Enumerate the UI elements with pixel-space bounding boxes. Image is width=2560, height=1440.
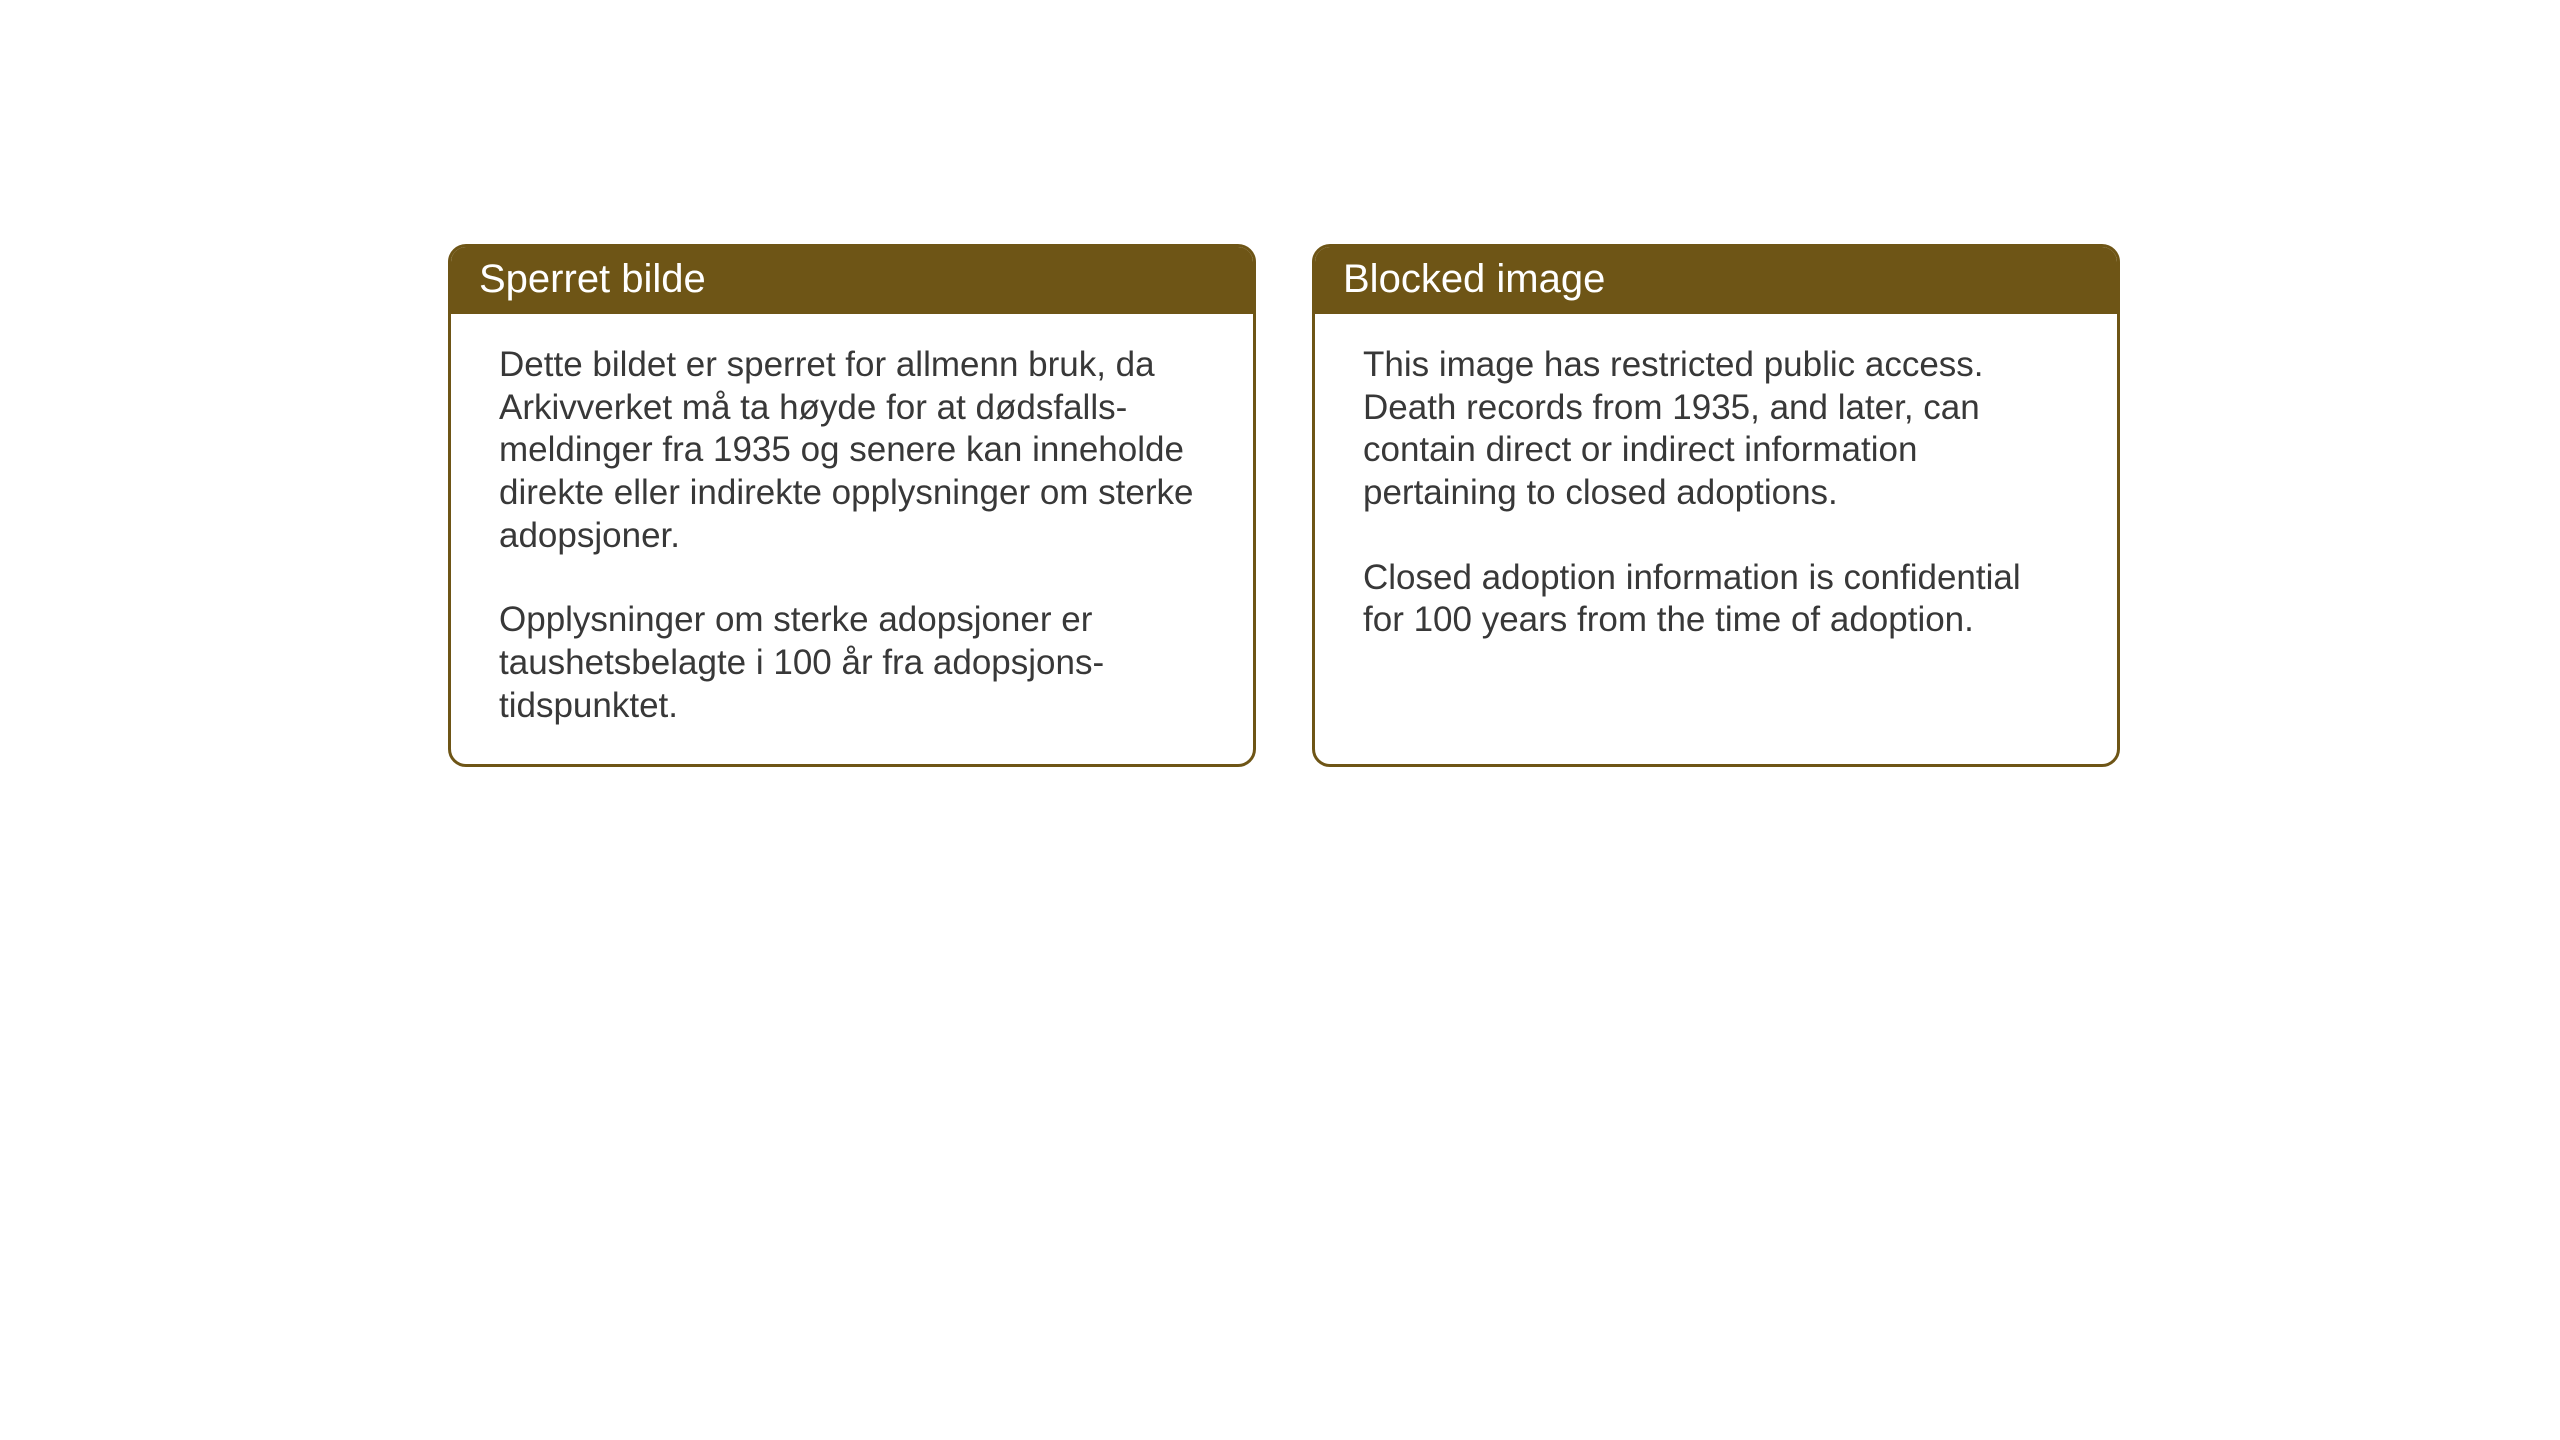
notice-paragraph-1-norwegian: Dette bildet er sperret for allmenn bruk… (499, 344, 1205, 557)
notice-header-norwegian: Sperret bilde (451, 247, 1253, 314)
notice-card-english: Blocked image This image has restricted … (1312, 244, 2120, 767)
notice-header-english: Blocked image (1315, 247, 2117, 314)
notice-body-norwegian: Dette bildet er sperret for allmenn bruk… (451, 314, 1253, 764)
notice-paragraph-2-english: Closed adoption information is confident… (1363, 557, 2069, 642)
notice-paragraph-1-english: This image has restricted public access.… (1363, 344, 2069, 515)
notice-cards-container: Sperret bilde Dette bildet er sperret fo… (448, 244, 2120, 767)
notice-title-norwegian: Sperret bilde (479, 257, 706, 301)
notice-card-norwegian: Sperret bilde Dette bildet er sperret fo… (448, 244, 1256, 767)
notice-paragraph-2-norwegian: Opplysninger om sterke adopsjoner er tau… (499, 599, 1205, 727)
notice-title-english: Blocked image (1343, 257, 1605, 301)
notice-body-english: This image has restricted public access.… (1315, 314, 2117, 728)
